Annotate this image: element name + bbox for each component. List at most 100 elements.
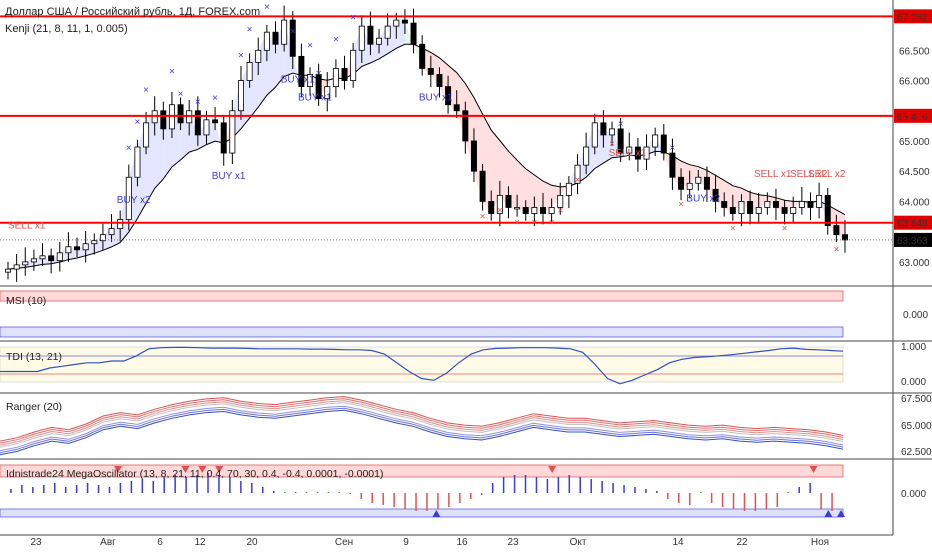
candle-body: [522, 207, 529, 214]
candle-body: [48, 255, 55, 262]
kenji-cloud-segment: [603, 128, 613, 164]
indicator-label-ranger[interactable]: Ranger (20): [6, 401, 63, 413]
kenji-cloud-segment: [637, 147, 647, 160]
candle-body: [263, 31, 270, 51]
candle-body: [56, 252, 63, 262]
ranger-line: [0, 402, 844, 448]
candle-body: [540, 207, 546, 214]
price-tag-label: 65.416: [897, 112, 928, 123]
candle-body: [531, 207, 538, 214]
mega-upper-band: [0, 464, 844, 478]
sell-signal-label: SELL x1: [609, 148, 647, 159]
candle-body: [833, 225, 840, 236]
candle-body: [108, 228, 115, 236]
candle-body: [634, 146, 641, 160]
candle-body: [5, 268, 11, 273]
indicator-label-megaoscillator[interactable]: Idnistrade24 MegaOscillator (13, 8, 21, …: [6, 468, 384, 480]
indicator-label-kenji[interactable]: Kenji (21, 8, 11, 1, 0.005): [5, 23, 128, 35]
candle-body: [22, 261, 29, 266]
buy-marker: ×: [316, 69, 322, 80]
ranger-line: [0, 405, 844, 452]
sell-signal-label: SELL x1: [754, 169, 792, 180]
indicator-label-tdi[interactable]: TDI (13, 21): [6, 351, 63, 363]
candle-body: [143, 122, 150, 148]
mega-sell-triangle: [809, 466, 818, 473]
mega-sell-triangle: [548, 466, 557, 473]
candle-body: [755, 207, 762, 214]
time-axis-label: 23: [30, 537, 42, 548]
buy-marker: ×: [247, 24, 253, 35]
candle-body: [738, 201, 745, 214]
kenji-cloud-segment: [508, 151, 518, 208]
candle-body: [703, 176, 710, 190]
ranger-line: [0, 396, 844, 442]
buy-marker: ×: [264, 2, 270, 13]
candle-body: [686, 182, 693, 190]
time-axis-label: Сен: [335, 537, 353, 548]
candle-body: [436, 74, 443, 87]
candle-body: [842, 234, 848, 241]
buy-marker: ×: [670, 143, 676, 154]
candle-body: [574, 164, 581, 184]
sell-marker: ×: [497, 205, 503, 216]
buy-marker: ×: [618, 119, 624, 130]
sell-signal-label: SELL x1: [8, 221, 46, 232]
kenji-line: [7, 43, 846, 270]
ranger-line: [0, 398, 844, 444]
buy-marker: ×: [195, 97, 201, 108]
candle-body: [160, 110, 167, 130]
candle-body: [565, 182, 572, 196]
kenji-cloud-segment: [732, 185, 742, 214]
candle-body: [384, 25, 391, 39]
mega-buy-triangle: [432, 510, 441, 517]
kenji-cloud-segment: [542, 181, 552, 214]
candle-body: [82, 243, 89, 251]
price-axis-label: 66.500: [899, 46, 930, 57]
ranger-axis-label: 65.000: [901, 421, 932, 432]
mega-sell-triangle: [181, 466, 190, 473]
sell-marker: ×: [678, 199, 684, 210]
mega-buy-triangle: [824, 510, 833, 517]
candle-body: [237, 80, 244, 112]
candle-body: [729, 207, 736, 214]
buy-marker: ×: [135, 117, 141, 128]
candle-body: [678, 176, 685, 190]
buy-marker: ×: [212, 93, 218, 104]
candle-body: [125, 176, 132, 220]
ranger-axis-label: 67.500: [901, 394, 932, 405]
buy-marker: ×: [290, 26, 296, 37]
candle-body: [695, 176, 702, 184]
candle-body: [30, 258, 37, 263]
time-axis-label: Ноя: [811, 537, 829, 548]
candle-body: [764, 201, 771, 208]
chart-title: Доллар США / Российский рубль, 1Д, FOREX…: [5, 6, 261, 18]
buy-marker: ×: [143, 85, 149, 96]
buy-marker: ×: [385, 0, 391, 3]
time-axis-label: 22: [736, 537, 748, 548]
indicator-label-msi[interactable]: MSI (10): [6, 295, 47, 307]
price-tag-label: 67.062: [897, 12, 928, 23]
candle-body: [600, 122, 607, 136]
msi-upper-band: [0, 290, 844, 302]
candle-body: [65, 246, 72, 254]
candle-body: [548, 207, 555, 214]
candle-body: [272, 31, 279, 45]
price-axis-label: 64.500: [899, 167, 930, 178]
time-axis-label: 6: [157, 537, 163, 548]
candle-body: [557, 194, 564, 208]
candle-body: [712, 188, 719, 202]
tdi-band: [0, 346, 844, 383]
candle-body: [393, 19, 400, 27]
candle-body: [609, 128, 616, 136]
candle-body: [591, 122, 598, 148]
candle-body: [350, 49, 357, 81]
time-axis-label: 16: [456, 537, 468, 548]
buy-marker: ×: [359, 0, 365, 3]
candle-body: [617, 128, 624, 154]
ranger-axis-label: 62.500: [901, 447, 932, 458]
candle-body: [453, 104, 460, 112]
candle-body: [74, 246, 81, 251]
kenji-cloud-segment: [154, 110, 164, 189]
sell-marker: ×: [730, 224, 736, 235]
tdi-line: [0, 346, 844, 385]
